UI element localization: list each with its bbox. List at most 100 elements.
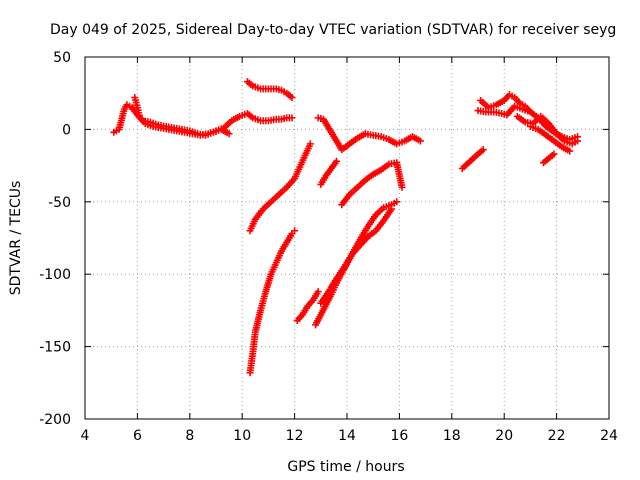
- data-point-trail: [358, 234, 370, 248]
- series-tracks-n: [526, 123, 574, 155]
- data-point-trail: [531, 114, 543, 126]
- series-tracks-j: [314, 114, 424, 154]
- data-point-trail: [365, 213, 379, 228]
- data-point-trail: [259, 85, 270, 93]
- data-point-trail: [529, 123, 540, 132]
- x-axis-label: GPS time / hours: [287, 459, 404, 475]
- y-tick-label: -50: [48, 195, 71, 211]
- series-tracks-d: [246, 140, 314, 235]
- data-point-trail: [323, 292, 334, 307]
- data-point-trail: [539, 114, 551, 126]
- data-point-trail: [546, 122, 559, 136]
- data-point-trail: [476, 147, 485, 157]
- series-tracks-o: [540, 150, 558, 167]
- x-tick-label: 12: [286, 428, 304, 444]
- data-point-trail: [261, 200, 273, 211]
- x-tick-label: 20: [495, 428, 513, 444]
- data-point-trail: [528, 109, 540, 120]
- data-point-trail: [512, 95, 522, 105]
- y-axis-ticks: -200 -150 -100 -50 0 50: [39, 50, 609, 428]
- data-point-trail: [129, 105, 140, 117]
- data-point-trail: [381, 207, 394, 223]
- data-point: [291, 227, 299, 235]
- data-point-trail: [334, 265, 347, 281]
- data-point-trail: [355, 178, 367, 190]
- data-point-trail: [252, 309, 264, 334]
- data-point-trail: [284, 176, 297, 190]
- data-point-trail: [555, 132, 566, 143]
- data-point: [314, 288, 322, 296]
- y-tick-label: 0: [62, 122, 71, 138]
- series-tracks-h: [317, 205, 396, 307]
- data-point-trail: [259, 117, 270, 125]
- chart-title: Day 049 of 2025, Sidereal Day-to-day VTE…: [50, 22, 616, 38]
- series-tracks-f: [293, 157, 341, 325]
- data-point-trail: [363, 172, 375, 183]
- data-point-trail: [479, 98, 491, 110]
- data-point-trail: [191, 130, 202, 139]
- data-point-trail: [199, 130, 210, 139]
- series-tracks-c: [243, 78, 296, 102]
- y-tick-label: -200: [39, 412, 71, 428]
- data-point: [333, 157, 341, 165]
- data-point: [416, 137, 424, 145]
- data-point-trail: [560, 144, 572, 154]
- data-point-trail: [152, 123, 162, 131]
- data-point-trail: [329, 159, 339, 171]
- data-point-trail: [292, 165, 303, 180]
- data-point-trail: [524, 119, 534, 127]
- data-point: [479, 146, 487, 154]
- data-point-trail: [380, 134, 390, 143]
- data-point-trail: [310, 290, 321, 302]
- data-point-trail: [552, 138, 564, 149]
- data-point-trail: [238, 110, 249, 119]
- data-point: [550, 150, 558, 158]
- data-point-trail: [313, 313, 324, 327]
- data-point-trail: [502, 93, 512, 103]
- data-point-trail: [318, 303, 329, 317]
- data-point: [288, 94, 296, 102]
- data-point-trail: [504, 104, 517, 117]
- data-point-trail: [477, 107, 487, 116]
- y-tick-label: -150: [39, 340, 71, 356]
- data-point: [393, 198, 401, 206]
- x-tick-label: 8: [185, 428, 194, 444]
- data-point-trail: [300, 304, 310, 317]
- data-point-trail: [318, 290, 331, 305]
- data-point-trail: [372, 132, 382, 140]
- data-point-trail: [395, 138, 406, 147]
- data-point-trail: [116, 107, 128, 131]
- data-point-trail: [246, 352, 256, 374]
- data-point-trail: [387, 137, 399, 147]
- data-point: [566, 147, 574, 155]
- data-point-trail: [269, 192, 281, 204]
- data-point: [388, 205, 396, 213]
- data-point-trail: [144, 121, 154, 130]
- y-axis-label: SDTVAR / TECUs: [8, 181, 24, 296]
- data-point-trail: [297, 154, 308, 169]
- data-point-trail: [515, 114, 527, 125]
- data-point-trail: [403, 134, 415, 144]
- data-point: [306, 140, 314, 148]
- y-tick-label: 50: [53, 50, 71, 66]
- data-point-trail: [382, 202, 393, 211]
- data-point-trail: [273, 249, 284, 264]
- data-point-trail: [134, 106, 143, 119]
- data-point-trail: [521, 106, 532, 115]
- data-point-trail: [268, 261, 279, 276]
- data-point-trail: [131, 96, 141, 109]
- data-point-trail: [230, 113, 242, 124]
- data-point-trail: [279, 241, 289, 253]
- data-point-trail: [371, 167, 383, 177]
- data-point-trail: [355, 131, 367, 141]
- x-tick-label: 10: [233, 428, 251, 444]
- data-point-trail: [183, 129, 194, 137]
- data-point-trail: [318, 174, 329, 186]
- data-point-trail: [568, 134, 579, 143]
- data-point: [288, 114, 296, 122]
- series-tracks-k: [458, 91, 534, 172]
- data-point-trail: [247, 217, 258, 232]
- data-point-trail: [167, 126, 178, 134]
- x-tick-label: 18: [443, 428, 461, 444]
